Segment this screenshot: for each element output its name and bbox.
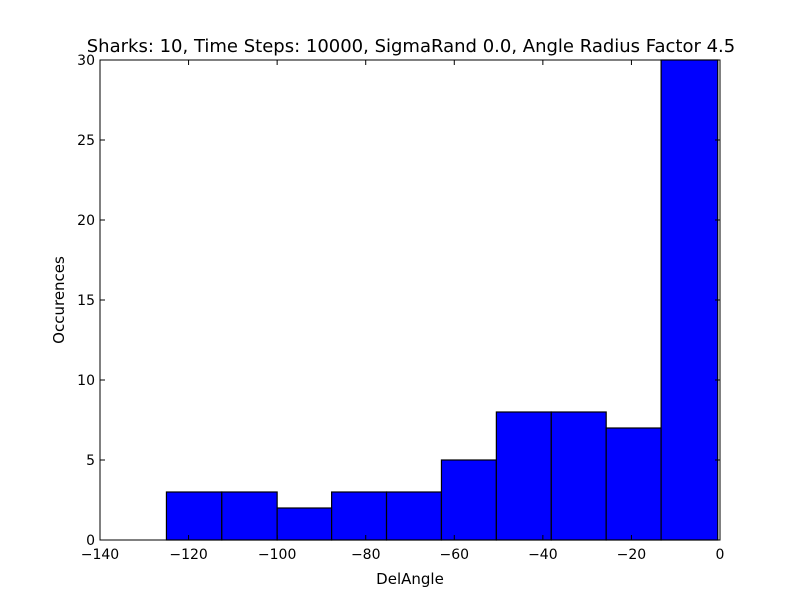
x-tick-label: −100 xyxy=(258,547,296,563)
y-tick-label: 10 xyxy=(77,373,95,389)
x-tick-label: −120 xyxy=(169,547,207,563)
histogram-bar-5 xyxy=(440,459,497,541)
histogram-bar-1 xyxy=(221,491,278,541)
bars-group xyxy=(165,59,719,541)
y-tick-label: 20 xyxy=(77,213,95,229)
y-tick-label: 25 xyxy=(77,133,95,149)
plot-frame xyxy=(99,59,721,541)
x-tick-label: −20 xyxy=(617,547,647,563)
y-tick-label: 5 xyxy=(86,453,95,469)
histogram-bar-0 xyxy=(165,491,223,541)
x-tick-label: −140 xyxy=(81,547,119,563)
y-tick-label: 0 xyxy=(86,533,95,549)
histogram-bar-2 xyxy=(276,507,333,541)
histogram-bar-4 xyxy=(385,491,443,541)
x-tick-label: −60 xyxy=(440,547,470,563)
histogram-bar-7 xyxy=(550,411,607,541)
y-tick-label: 30 xyxy=(77,53,95,69)
ticks-group: −140 −120 −100 −80 −60 −40 −20 0 0 5 10 15 20 25 30 xyxy=(77,53,724,563)
histogram-bar-8 xyxy=(605,427,662,541)
x-tick-label: −40 xyxy=(528,547,558,563)
histogram-bar-9 xyxy=(660,59,719,541)
histogram-bar-6 xyxy=(495,411,552,541)
chart-title: Sharks: 10, Time Steps: 10000, SigmaRand… xyxy=(87,36,735,57)
x-tick-label: −80 xyxy=(351,547,381,563)
x-tick-label: 0 xyxy=(716,547,725,563)
x-axis-label: DelAngle xyxy=(376,570,444,588)
histogram-bar-3 xyxy=(331,491,388,541)
y-tick-label: 15 xyxy=(77,293,95,309)
y-axis-label: Occurences xyxy=(50,256,68,344)
